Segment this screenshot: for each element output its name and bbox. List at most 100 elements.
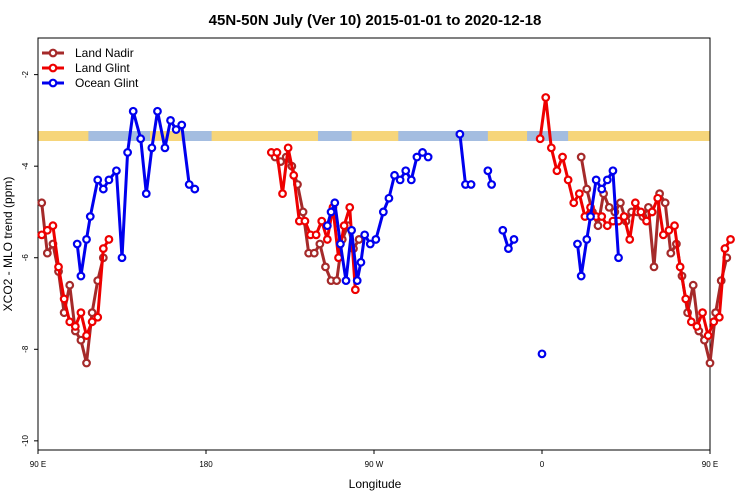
data-point [726,235,735,244]
series-ocean-glint [72,106,623,359]
data-point [98,184,108,194]
data-point [82,331,91,340]
data-point [104,175,114,185]
data-point [322,235,332,244]
legend-item: Land Nadir [42,46,134,60]
data-point [72,239,82,249]
data-point [401,166,411,176]
data-point [136,134,146,144]
data-point [70,322,80,331]
data-point [347,225,357,235]
data-point [406,175,416,185]
data-point [87,308,97,318]
data-point [591,175,601,185]
data-point [336,239,345,249]
data-point [698,308,707,318]
data-point [123,148,132,157]
data-point [104,235,114,244]
y-tick-label: -4 [21,162,30,170]
x-tick-label: 90 E [30,460,46,469]
data-point [537,349,547,359]
legend-label: Land Glint [75,61,130,75]
data-point [54,262,63,272]
data-point [466,180,476,189]
data-point [423,152,433,162]
data-point [48,221,58,231]
data-point [59,294,69,304]
series-land-nadir [37,152,732,368]
y-tick-label: -6 [21,254,30,262]
data-point [384,193,394,203]
legend-label: Ocean Glint [75,76,139,90]
data-point [586,212,595,221]
data-point [272,148,282,157]
map-land [568,131,710,141]
data-point [660,198,670,208]
data-point [670,221,679,231]
data-point [576,271,586,281]
data-point [147,143,157,153]
chart-title: 45N-50N July (Ver 10) 2015-01-01 to 2020… [209,12,542,29]
data-point [642,216,651,226]
data-point [171,125,181,134]
data-point [504,244,513,253]
data-point [76,271,86,281]
data-point [37,230,47,240]
data-point [563,175,573,185]
data-point [569,198,579,208]
data-point [573,239,582,249]
data-point [608,166,618,176]
x-tick-label: 90 E [702,460,718,469]
series-layer [37,93,735,368]
series-land-glint [37,93,735,340]
legend-item: Land Glint [42,61,130,75]
data-point [111,166,121,176]
data-point [582,235,592,244]
y-tick-label: -10 [21,435,30,447]
data-point [455,129,465,139]
data-point [649,262,659,272]
data-point [82,358,91,368]
data-point [350,285,360,295]
data-point [541,93,551,102]
data-point [535,134,545,144]
data-point [576,152,586,162]
data-point [602,175,612,185]
data-point [619,212,629,221]
data-point [93,312,103,322]
data-point [552,166,562,176]
data-point [602,221,612,231]
data-point [597,184,607,194]
data-point [356,257,366,267]
data-point [636,207,646,217]
data-point [300,216,310,226]
data-point [658,230,668,240]
data-point [354,235,364,244]
series-line [325,150,430,283]
x-tick-label: 180 [199,460,213,469]
data-point [703,331,713,340]
data-point [345,202,355,212]
data-point [278,189,287,199]
data-point [98,244,108,253]
data-point [117,253,127,263]
data-point [616,198,625,208]
data-point [509,235,519,244]
data-point [85,212,95,221]
data-point [604,202,614,212]
data-point [360,230,370,240]
data-point [582,184,592,194]
data-point [326,207,336,217]
data-point [76,308,86,318]
data-point [332,276,342,286]
data-point [546,143,556,153]
data-point [498,225,508,235]
data-point [597,212,607,221]
map-land [38,131,89,141]
data-point [593,221,603,231]
data-point [330,198,340,208]
legend-item: Ocean Glint [42,76,139,90]
data-point [647,207,657,217]
x-tick-label: 0 [540,460,545,469]
